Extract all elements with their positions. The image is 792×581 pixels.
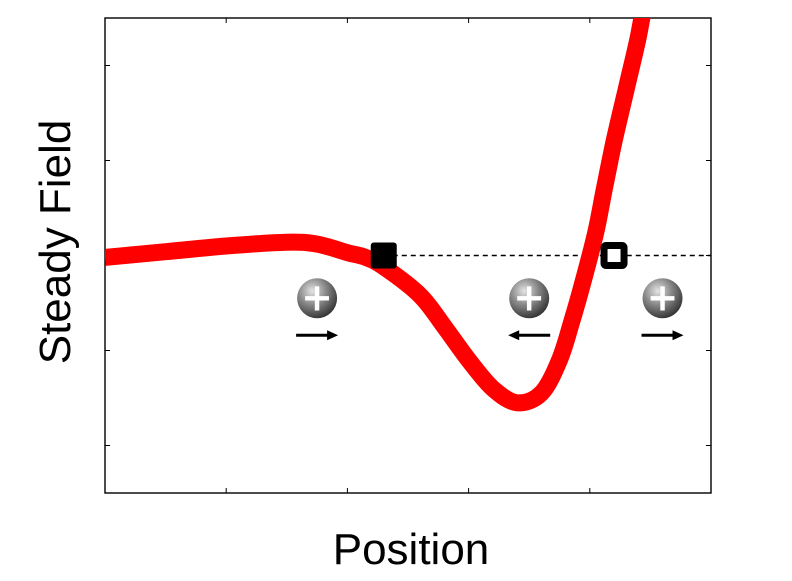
x-axis-label: Position [333,525,490,574]
particle-ball [509,278,550,319]
particle-charge-label: + [301,275,333,319]
fixed-point-filled [370,242,397,269]
particle-ball [642,278,683,319]
particle-layer: + + + [296,275,684,341]
series-layer [105,18,651,412]
y-axis-label: Steady Field [31,120,80,365]
particle-ball [297,278,338,319]
direction-arrow-head [672,330,684,341]
fixed-point-open [600,242,628,269]
direction-arrow-head [508,330,520,341]
fixed-point-layer [370,242,628,269]
particle-charge-label: + [513,275,545,319]
series-line [105,18,651,412]
direction-arrow-head [327,330,339,341]
particle-charge-label: + [647,275,679,319]
